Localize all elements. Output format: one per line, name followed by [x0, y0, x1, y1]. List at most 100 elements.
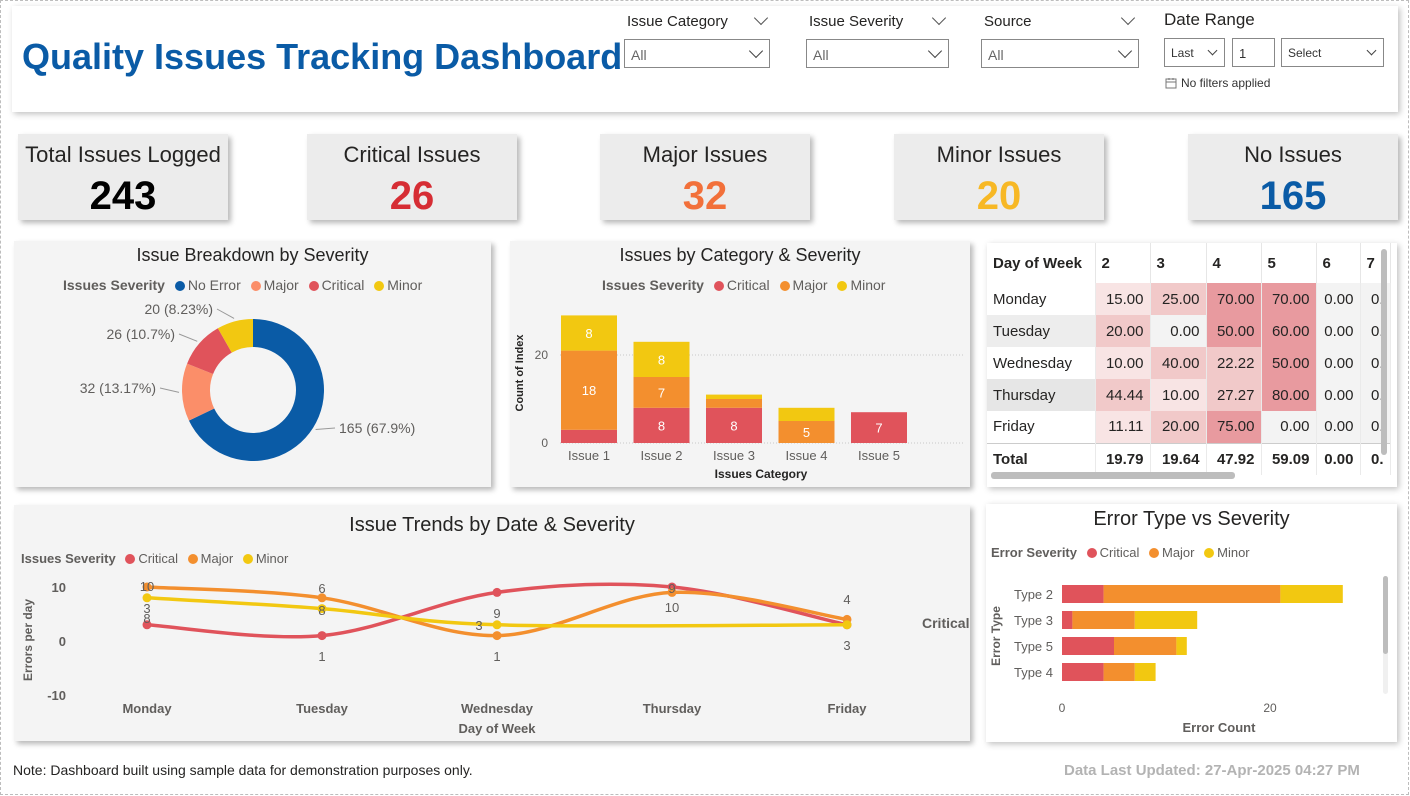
bar-segment-major — [1103, 585, 1281, 603]
issue-category-dropdown[interactable]: All — [624, 39, 770, 68]
matrix-corner-header[interactable]: Day of Week — [987, 243, 1096, 283]
trend-point — [142, 582, 152, 592]
matrix-cell[interactable]: 20.00 — [1150, 411, 1207, 443]
y-tick-label: 20 — [535, 348, 549, 362]
matrix-cell[interactable]: 40.00 — [1150, 347, 1207, 379]
matrix-cell[interactable]: 11.11 — [1095, 411, 1151, 443]
error-type-bar-chart: Type 2 Type 3 Type 5 Type 4 0 20 Error Count Er… — [989, 576, 1388, 735]
category-severity-visual[interactable]: Issues by Category & Severity Issues Sev… — [510, 241, 970, 487]
matrix-cell[interactable]: 25.00 — [1150, 283, 1207, 315]
date-unit-dropdown[interactable]: Select — [1281, 38, 1384, 67]
legend-item[interactable]: No Error — [187, 277, 241, 293]
matrix-row-header[interactable]: Tuesday — [987, 315, 1096, 347]
error-legend: Error Severity Critical Major Minor — [991, 545, 1250, 560]
matrix-total-label: Total — [987, 442, 1096, 475]
matrix-cell[interactable]: 27.27 — [1206, 379, 1262, 411]
vertical-scrollbar[interactable] — [1381, 249, 1387, 455]
chevron-down-icon — [927, 43, 943, 59]
legend-item[interactable]: Minor — [1217, 545, 1250, 560]
kpi-label: Major Issues — [642, 142, 768, 167]
x-tick-label: Friday — [827, 701, 867, 716]
matrix-cell[interactable]: 0.00 — [1316, 411, 1361, 443]
matrix-cell[interactable]: 75.00 — [1206, 411, 1262, 443]
matrix-column-header[interactable]: 4 — [1206, 243, 1262, 283]
legend-swatch — [174, 281, 185, 291]
leader-line — [315, 427, 336, 430]
series-end-label: Critical — [922, 615, 969, 631]
scrollbar-thumb — [1383, 576, 1388, 654]
legend-item[interactable]: Major — [200, 551, 234, 566]
chevron-down-icon[interactable] — [753, 10, 769, 26]
matrix-row[interactable]: Thursday 44.44 10.00 27.27 80.00 0.00 0. — [987, 379, 1391, 411]
matrix-column-header[interactable]: 6 — [1316, 243, 1361, 283]
matrix-column-header[interactable]: 5 — [1261, 243, 1317, 283]
legend-item[interactable]: Critical — [1099, 545, 1140, 560]
matrix-row-header[interactable]: Wednesday — [987, 347, 1096, 379]
matrix-cell[interactable]: 70.00 — [1206, 283, 1262, 315]
matrix-cell[interactable]: 0.00 — [1316, 379, 1361, 411]
matrix-table: Day of Week 2 3 4 5 6 7 Monday 15.00 25.00… — [987, 243, 1391, 475]
date-period-dropdown[interactable]: Last — [1164, 38, 1225, 67]
legend-item[interactable]: Major — [792, 277, 828, 293]
matrix-cell[interactable]: 0.00 — [1316, 315, 1361, 347]
matrix-cell[interactable]: 44.44 — [1095, 379, 1151, 411]
matrix-cell[interactable]: 0.00 — [1261, 411, 1317, 443]
matrix-cell[interactable]: 60.00 — [1261, 315, 1317, 347]
legend-item[interactable]: Critical — [726, 277, 770, 293]
y-tick-label: Type 4 — [1014, 665, 1053, 680]
horizontal-scrollbar[interactable] — [991, 472, 1235, 479]
matrix-cell[interactable]: 80.00 — [1261, 379, 1317, 411]
kpi-value: 20 — [976, 174, 1022, 218]
matrix-cell[interactable]: 0.00 — [1316, 283, 1361, 315]
donut-slice-critical — [187, 328, 232, 374]
date-count-input[interactable]: 1 — [1232, 38, 1275, 67]
severity-donut-visual[interactable]: Issue Breakdown by Severity Issues Sever… — [14, 241, 491, 487]
matrix-cell[interactable]: 22.22 — [1206, 347, 1262, 379]
matrix-row[interactable]: Friday 11.11 20.00 75.00 0.00 0.00 0. — [987, 411, 1391, 443]
matrix-column-header[interactable]: 2 — [1095, 243, 1151, 283]
y-tick-label: Type 2 — [1014, 587, 1053, 602]
matrix-cell[interactable]: 20.00 — [1095, 315, 1151, 347]
source-dropdown[interactable]: All — [981, 39, 1139, 68]
legend-item[interactable]: Minor — [850, 277, 886, 293]
issue-trend-visual[interactable]: Issue Trends by Date & Severity Issues S… — [14, 505, 970, 741]
leader-line — [216, 308, 235, 319]
matrix-cell[interactable]: 70.00 — [1261, 283, 1317, 315]
x-axis-title: Day of Week — [458, 721, 536, 736]
matrix-row[interactable]: Wednesday 10.00 40.00 22.22 50.00 0.00 0. — [987, 347, 1391, 379]
filter-status-text: No filters applied — [1181, 76, 1271, 90]
matrix-column-header[interactable]: 3 — [1150, 243, 1207, 283]
matrix-cell[interactable]: 50.00 — [1206, 315, 1262, 347]
matrix-cell[interactable]: 0.00 — [1316, 347, 1361, 379]
matrix-row-header[interactable]: Monday — [987, 283, 1096, 315]
matrix-cell[interactable]: 10.00 — [1150, 379, 1207, 411]
matrix-cell[interactable]: 15.00 — [1095, 283, 1151, 315]
matrix-cell[interactable]: 50.00 — [1261, 347, 1317, 379]
bar-segment-critical — [1062, 663, 1104, 681]
matrix-cell[interactable]: 10.00 — [1095, 347, 1151, 379]
kpi-minor-issues: Minor Issues 20 — [894, 134, 1104, 220]
x-tick-label: Issue 2 — [641, 448, 683, 463]
legend-swatch — [1086, 548, 1097, 558]
y-tick-label: 0 — [541, 436, 548, 450]
legend-item[interactable]: Critical — [138, 551, 179, 566]
matrix-cell[interactable]: 0.00 — [1150, 315, 1207, 347]
legend-item[interactable]: Major — [1161, 545, 1195, 560]
matrix-row-header[interactable]: Thursday — [987, 379, 1096, 411]
legend-item[interactable]: Major — [263, 277, 299, 293]
matrix-row[interactable]: Monday 15.00 25.00 70.00 70.00 0.00 0. — [987, 283, 1391, 315]
legend-item[interactable]: Minor — [255, 551, 289, 566]
matrix-row[interactable]: Tuesday 20.00 0.00 50.00 60.00 0.00 0. — [987, 315, 1391, 347]
chevron-down-icon[interactable] — [1120, 10, 1136, 26]
legend-item[interactable]: Minor — [387, 277, 423, 293]
legend-item[interactable]: Critical — [321, 277, 365, 293]
error-type-visual[interactable]: Error Type vs Severity Error Severity Cr… — [986, 504, 1397, 742]
day-of-week-matrix[interactable]: Day of Week 2 3 4 5 6 7 Monday 15.00 25.00… — [987, 243, 1397, 487]
matrix-row-header[interactable]: Friday — [987, 411, 1096, 443]
chevron-down-icon[interactable] — [931, 10, 947, 26]
legend-swatch — [374, 281, 385, 291]
issue-severity-dropdown[interactable]: All — [806, 39, 949, 68]
date-unit-value: Select — [1288, 46, 1322, 60]
data-label: 20 (8.23%) — [145, 301, 213, 317]
legend-swatch — [242, 554, 253, 564]
